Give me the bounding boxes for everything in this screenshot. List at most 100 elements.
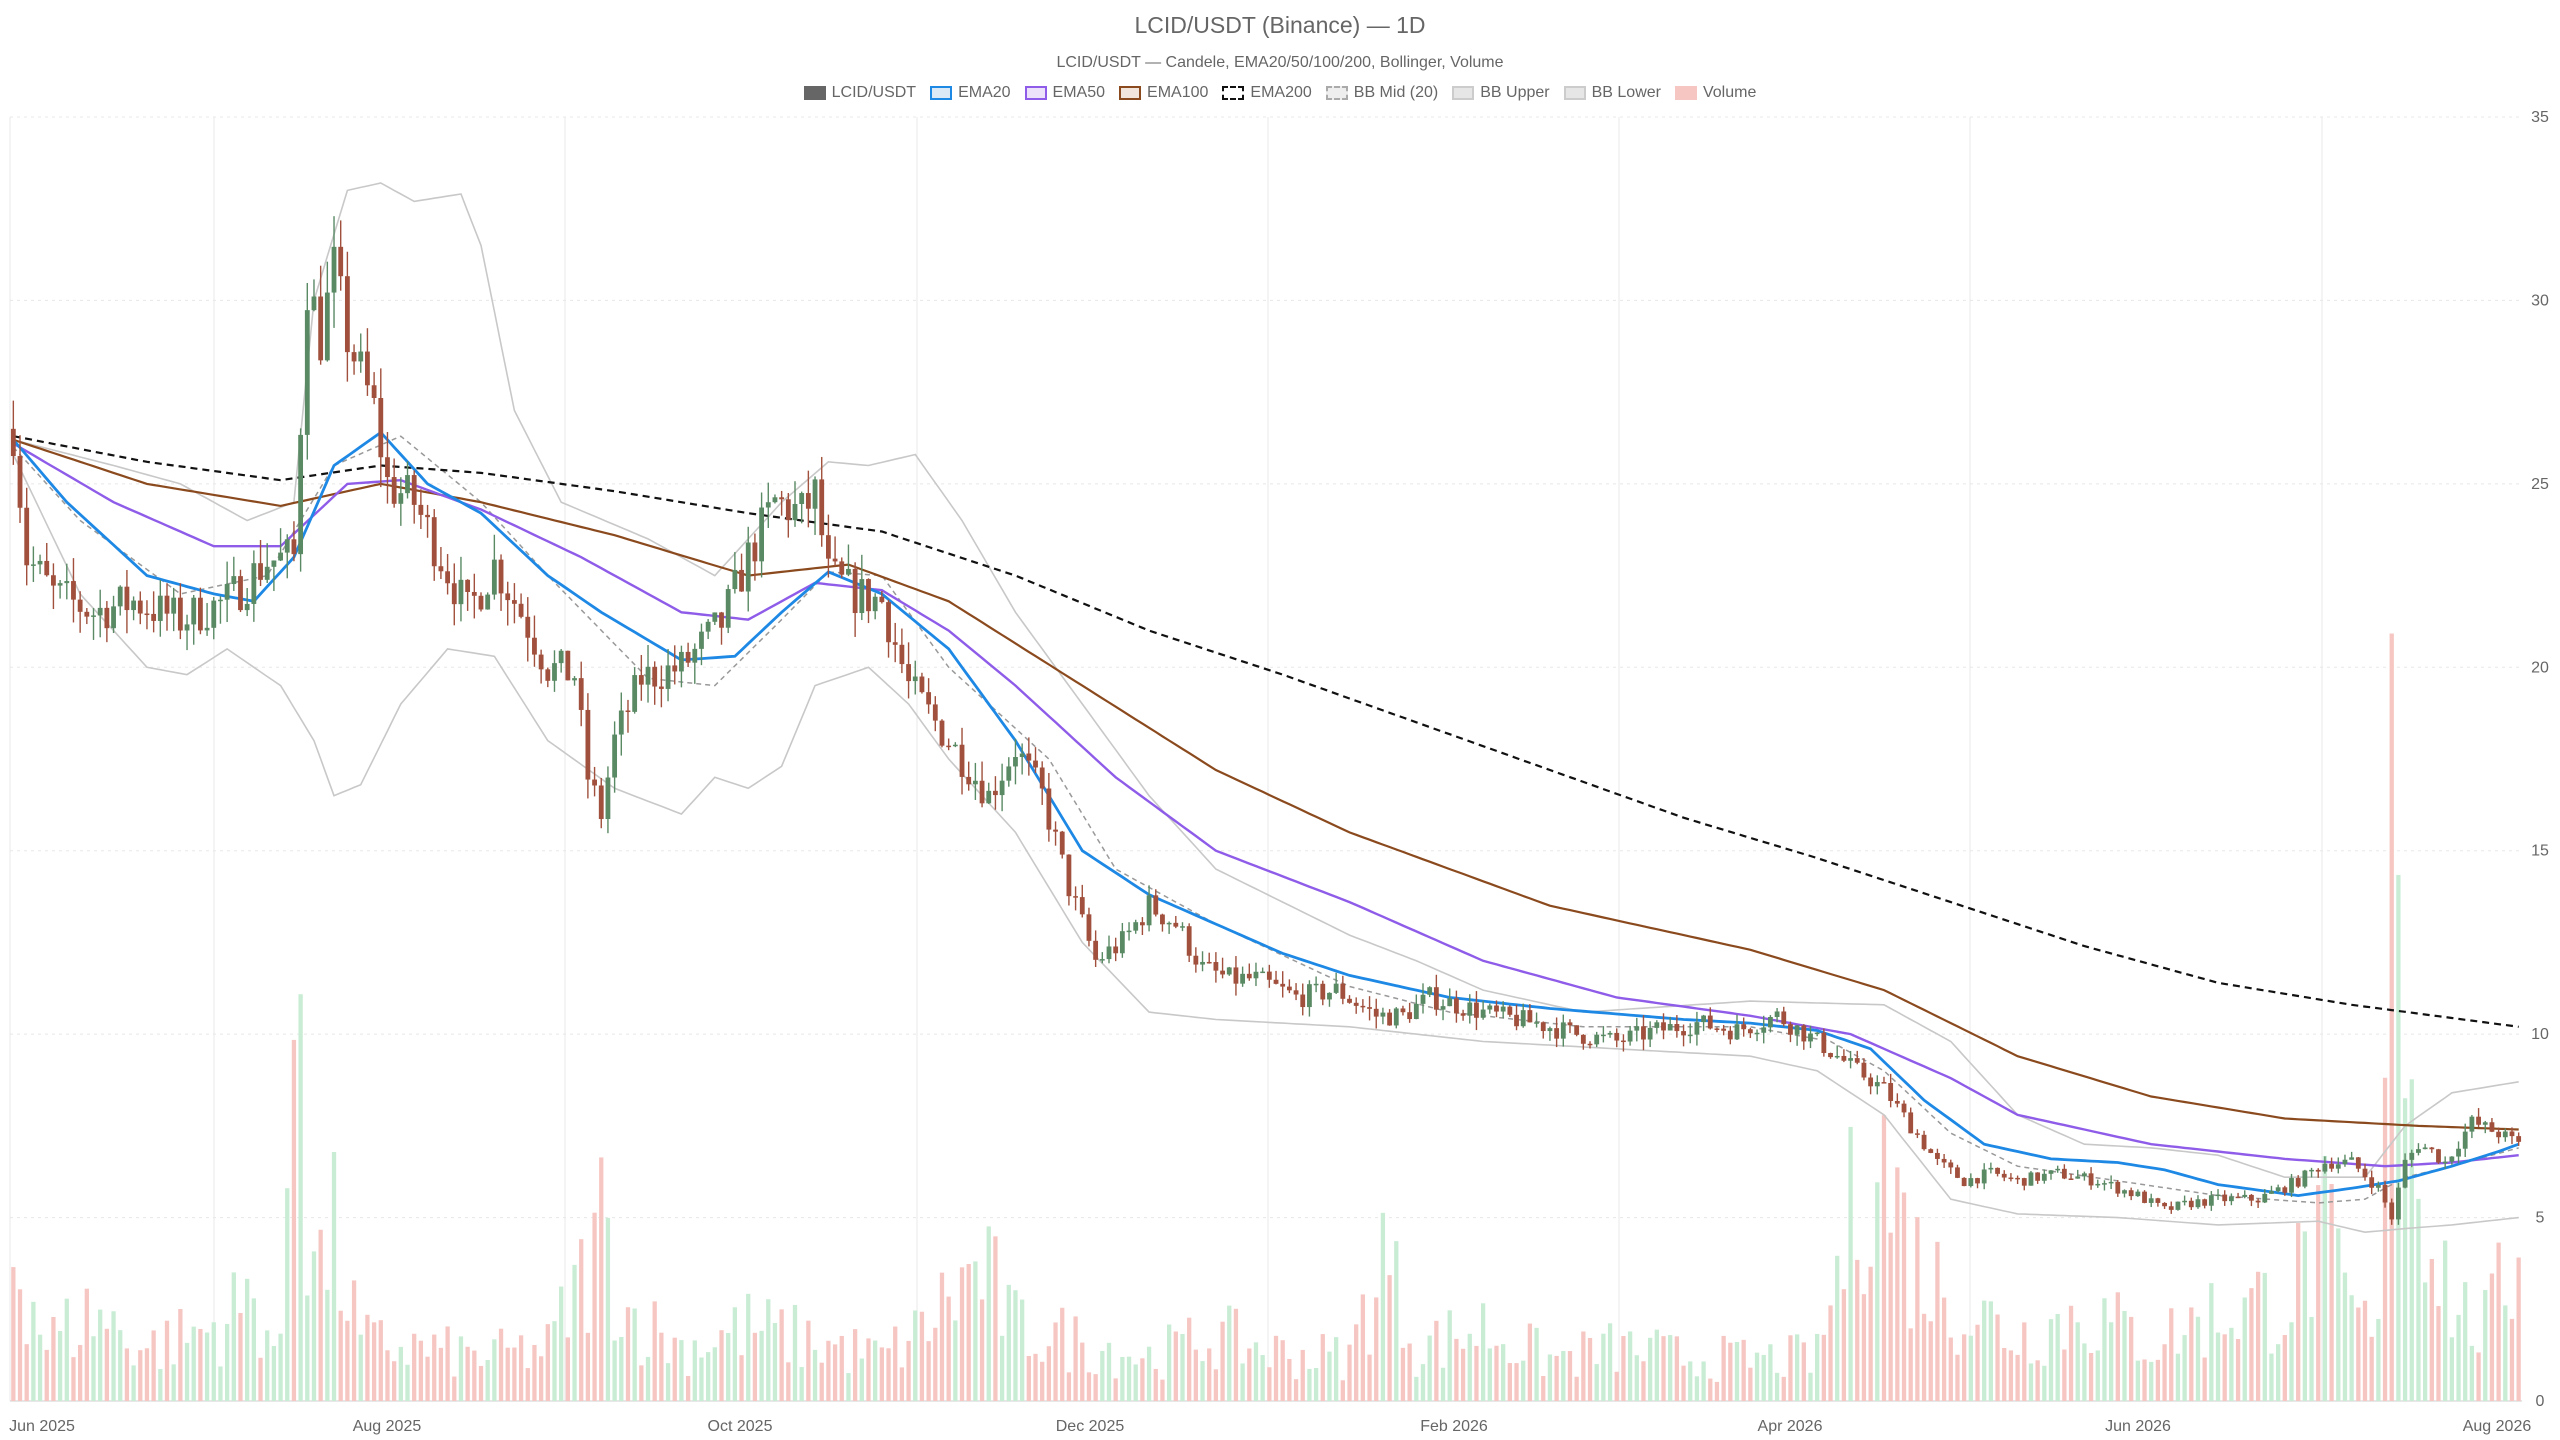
indicator-lines — [12, 182, 2520, 1234]
volume-bar — [131, 1365, 136, 1401]
volume-bar — [1694, 1376, 1700, 1401]
candle-body — [1166, 922, 1172, 925]
volume-bar — [685, 1375, 691, 1401]
legend-item-ema100[interactable]: EMA100 — [1119, 84, 1208, 102]
volume-bar — [559, 1286, 564, 1401]
candle-body — [478, 595, 484, 610]
candle-body — [1126, 930, 1132, 933]
volume-bar — [78, 1345, 83, 1401]
volume-bar — [1187, 1317, 1192, 1401]
candle-body — [2322, 1163, 2328, 1172]
candle-body — [952, 744, 958, 747]
x-tick-label: Jun 2025 — [9, 1418, 75, 1435]
legend-item-volume[interactable]: Volume — [1674, 84, 1757, 102]
candle-body — [1587, 1043, 1593, 1046]
volume-bar — [1093, 1374, 1098, 1401]
bb-lower-line — [12, 454, 2519, 1234]
candle-body — [2028, 1172, 2034, 1186]
legend-item-ema20[interactable]: EMA20 — [930, 84, 1011, 102]
volume-bar — [1567, 1351, 1573, 1401]
candle-body — [505, 593, 511, 601]
volume-bar — [1166, 1324, 1172, 1401]
volume-bar — [118, 1330, 123, 1401]
volume-bar — [1334, 1337, 1339, 1401]
candle-body — [371, 385, 377, 398]
legend-item-lcid-usdt[interactable]: LCID/USDT — [803, 84, 916, 102]
candle-body — [1019, 753, 1025, 758]
candle-body — [1453, 998, 1459, 1014]
candle-body — [1440, 1006, 1446, 1010]
volume-bar — [926, 1341, 931, 1401]
candle-body — [2342, 1159, 2348, 1165]
volume-bar — [2436, 1306, 2441, 1401]
volume-bar — [2042, 1365, 2047, 1401]
volume-bar — [2028, 1363, 2034, 1401]
candle-body — [2088, 1173, 2094, 1186]
candle-body — [137, 600, 143, 614]
volume-bar — [2316, 1185, 2321, 1401]
candle-body — [1407, 1012, 1413, 1020]
candle-body — [2235, 1196, 2241, 1199]
candle-body — [2436, 1149, 2441, 1163]
volume-bar — [1741, 1339, 1746, 1401]
y-tick-label: 30 — [2531, 292, 2549, 309]
candle-body — [1774, 1011, 1780, 1017]
volume-bar — [224, 1323, 230, 1401]
candle-body — [218, 599, 223, 602]
candle-body — [97, 607, 103, 616]
legend-item-bb-mid-20[interactable]: BB Mid (20) — [1325, 84, 1438, 102]
candle-body — [1948, 1162, 1954, 1168]
candle-body — [1908, 1112, 1914, 1134]
y-tick-label: 0 — [2536, 1393, 2545, 1410]
volume-bar — [1006, 1284, 1011, 1401]
volume-bar — [826, 1340, 831, 1401]
ema20-line — [12, 430, 2520, 1198]
candle-body — [197, 597, 203, 631]
legend-item-bb-upper[interactable]: BB Upper — [1452, 84, 1550, 102]
legend-label: Volume — [1702, 84, 1757, 101]
legend-item-bb-lower[interactable]: BB Lower — [1563, 84, 1661, 102]
volume-bar — [465, 1346, 470, 1401]
candle-body — [725, 589, 731, 628]
candle-body — [1333, 983, 1339, 993]
volume-bar — [2389, 633, 2394, 1401]
x-tick-label: Dec 2025 — [1056, 1418, 1125, 1435]
ema50-line — [12, 442, 2519, 1168]
candle-body — [1133, 922, 1139, 931]
volume-bar — [11, 1267, 16, 1401]
candle-body — [2315, 1169, 2321, 1172]
volume-bar — [2416, 1198, 2421, 1401]
candle-body — [365, 351, 370, 386]
candle-body — [979, 780, 985, 804]
volume-bar — [211, 1322, 216, 1401]
volume-bar — [1621, 1336, 1626, 1401]
volume-bar — [164, 1320, 170, 1401]
candle-body — [1119, 931, 1125, 954]
volume-bar — [1988, 1301, 1994, 1401]
volume-bar — [1180, 1333, 1185, 1401]
candle-body — [926, 692, 932, 705]
volume-bar — [1487, 1348, 1492, 1401]
volume-bar — [24, 1344, 29, 1401]
y-tick-label: 25 — [2531, 476, 2549, 493]
volume-bar — [2202, 1357, 2207, 1401]
volume-bar — [1273, 1335, 1279, 1401]
candle-body — [1307, 984, 1312, 1008]
volume-bar — [1340, 1380, 1345, 1401]
volume-bar — [1955, 1354, 1960, 1401]
volume-bars — [11, 633, 2521, 1401]
legend-item-ema50[interactable]: EMA50 — [1024, 84, 1105, 102]
candle-body — [1975, 1178, 1980, 1184]
candle-body — [1073, 896, 1079, 898]
volume-bar — [1307, 1368, 1312, 1401]
volume-bar — [919, 1311, 925, 1401]
candle-body — [1734, 1024, 1740, 1040]
candle-body — [598, 785, 604, 820]
volume-bar — [1060, 1307, 1065, 1401]
candle-body — [1540, 1022, 1546, 1032]
candle-body — [1286, 986, 1292, 991]
candle-body — [1534, 1022, 1539, 1024]
volume-bar — [1935, 1241, 1940, 1401]
volume-bar — [2302, 1231, 2308, 1401]
legend-item-ema200[interactable]: EMA200 — [1222, 84, 1312, 102]
